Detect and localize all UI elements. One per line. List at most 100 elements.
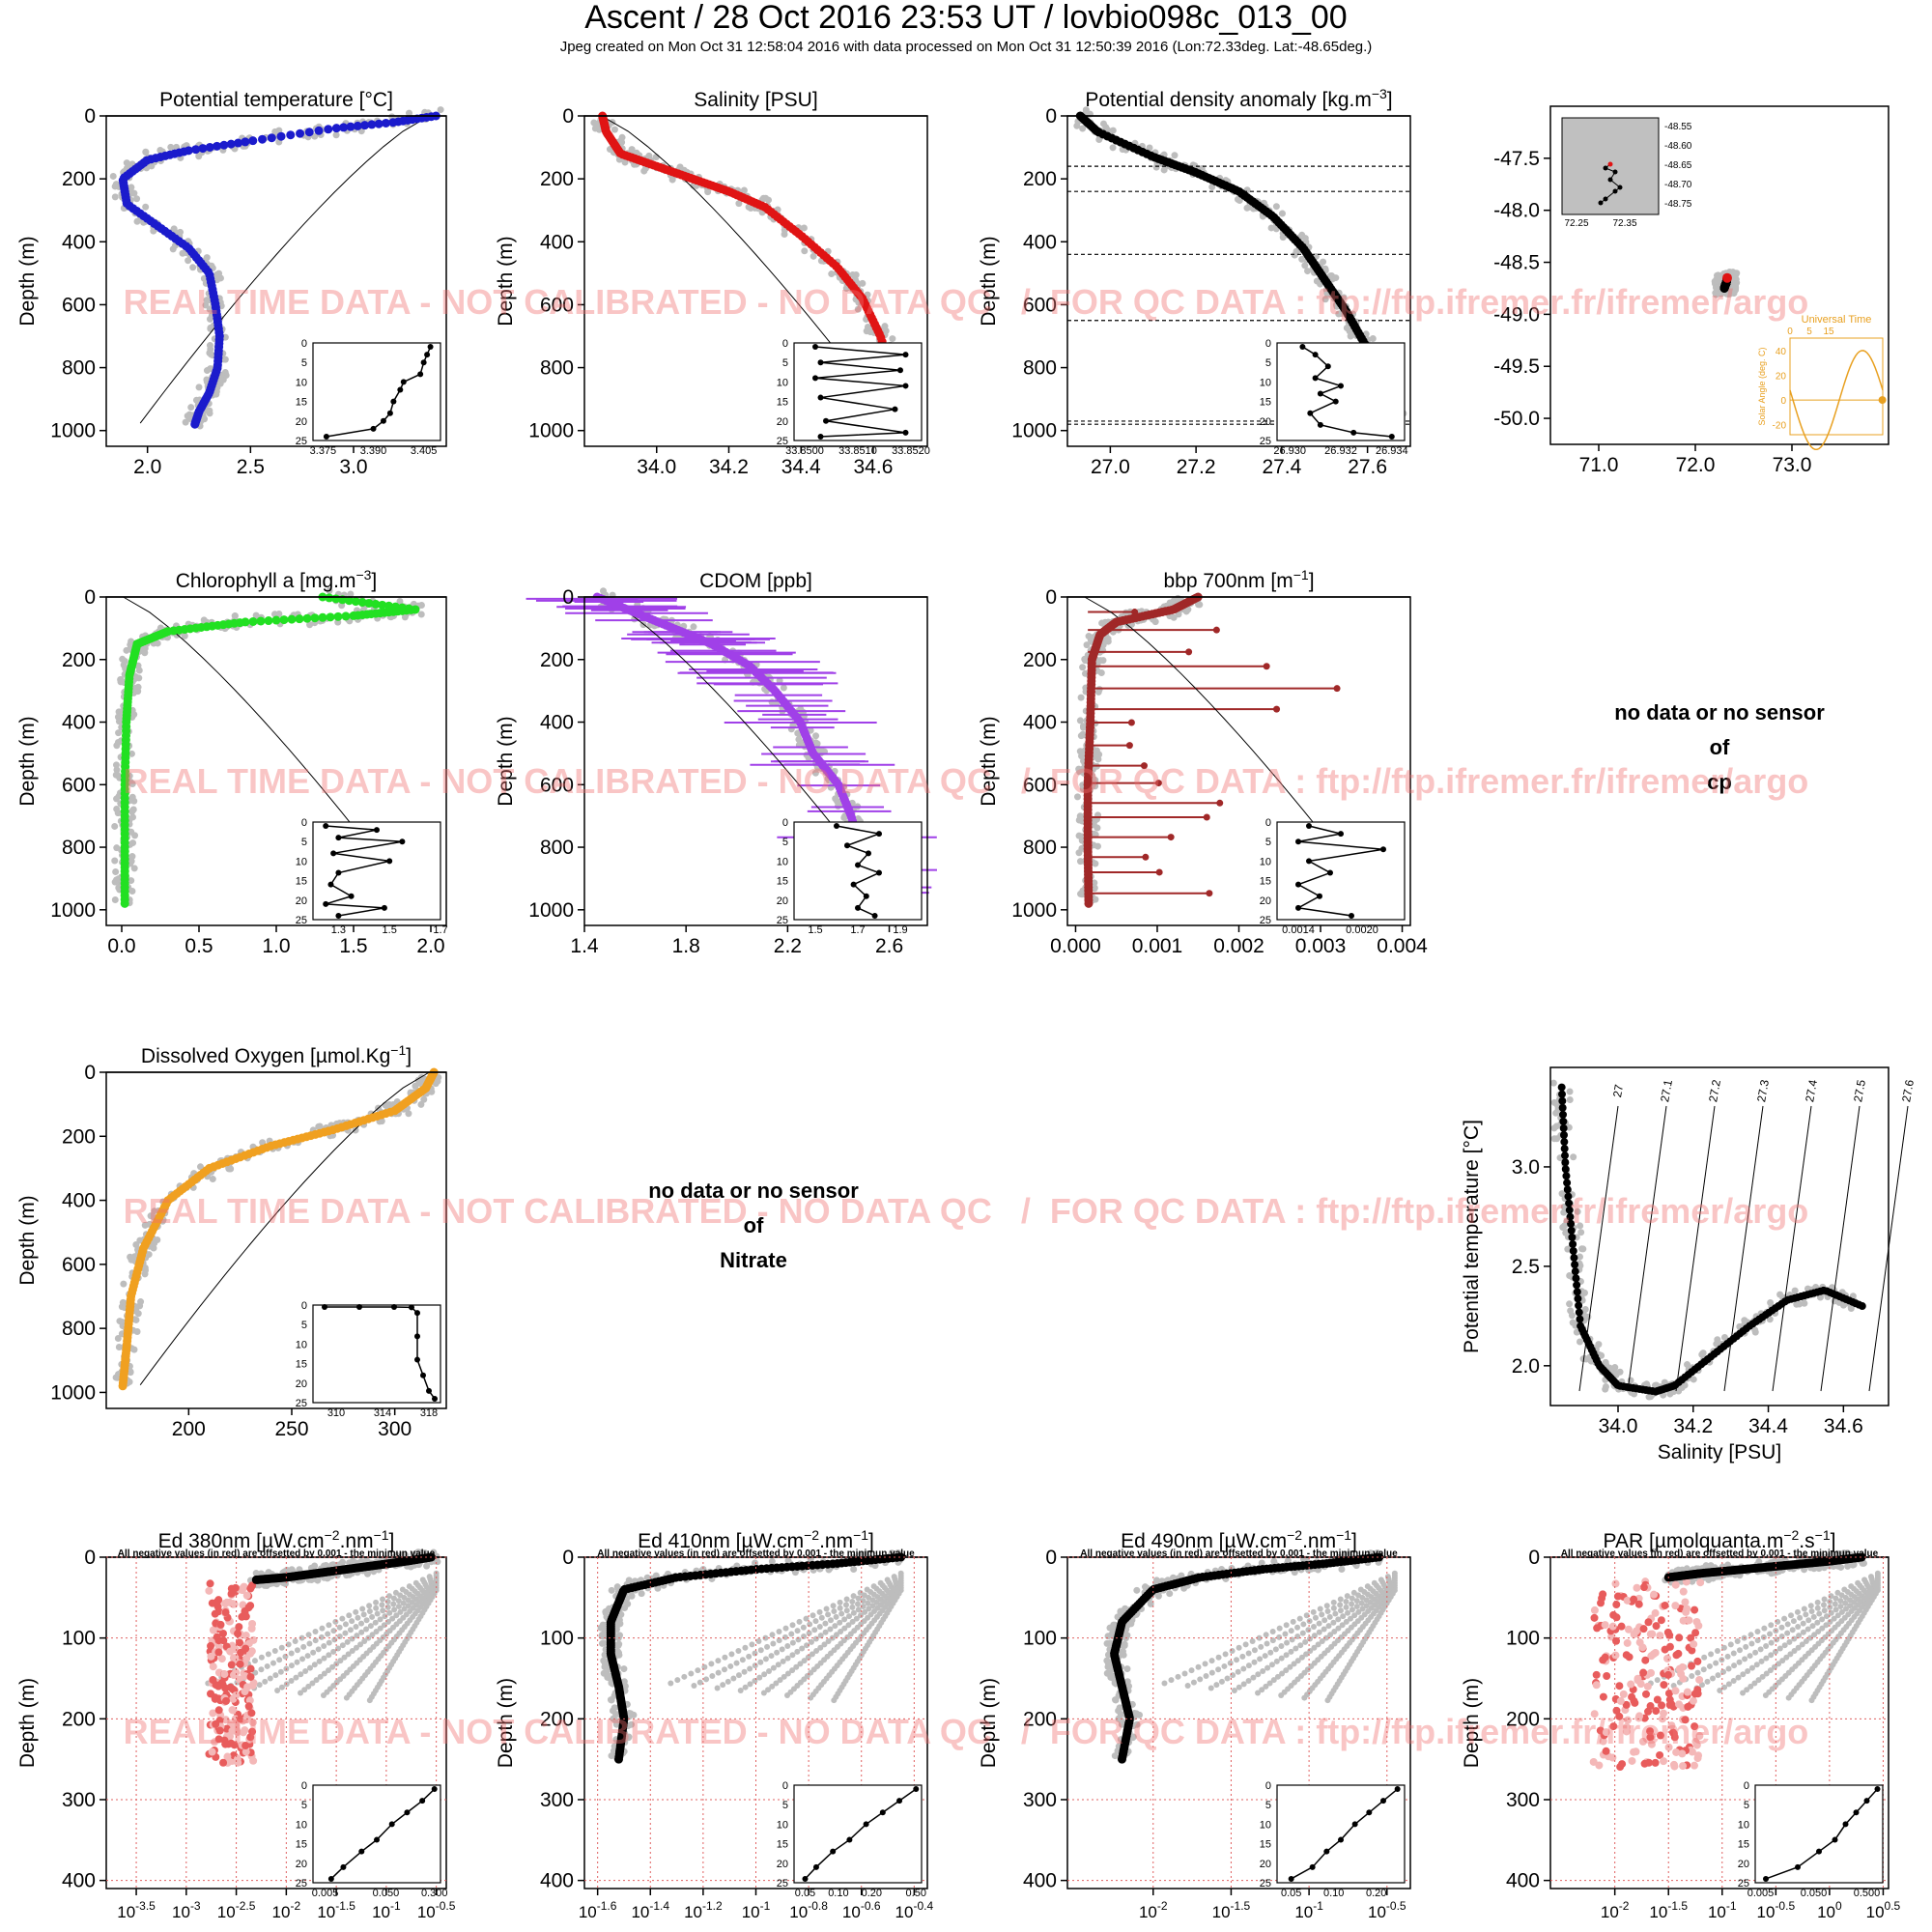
- negative-point: [242, 1644, 250, 1653]
- history-point: [311, 132, 319, 140]
- inset-point: [420, 1372, 426, 1378]
- x-tick-label: 1.5: [339, 935, 367, 957]
- history-point: [330, 1628, 337, 1634]
- history-point: [142, 148, 150, 156]
- data-point: [346, 122, 355, 131]
- history-point: [611, 126, 618, 133]
- history-point: [1091, 817, 1098, 825]
- negative-point: [249, 1756, 258, 1765]
- y-tick-label: 800: [62, 357, 96, 380]
- chart-title: CDOM [ppb]: [699, 570, 812, 592]
- negative-point: [216, 1620, 225, 1629]
- inset-y-tick-label: 5: [782, 357, 788, 369]
- isopycnal-label: 27.2: [1706, 1078, 1723, 1103]
- inset-x-tick-label: 33.8520: [892, 445, 930, 457]
- inset-sun-frame: [1789, 337, 1884, 436]
- x-axis-label: Salinity [PSU]: [1658, 1441, 1781, 1463]
- negative-point: [235, 1623, 243, 1632]
- chart-dens: 27.0 27.2 27.4 27.602004006008001000Potenti…: [978, 86, 1411, 478]
- history-point: [298, 1671, 304, 1678]
- inset-y-tick-label: 0: [301, 338, 307, 350]
- data-point: [1560, 1145, 1569, 1153]
- inset-point: [370, 425, 377, 432]
- inset-y-tick-label: 10: [777, 377, 788, 388]
- history-point: [320, 1692, 327, 1699]
- chart-ts: 27 27.1 27.2 27.3 27.4 27.5 27.634.0 34.2 34.4 34…: [1461, 1066, 1917, 1463]
- data-point: [1562, 1172, 1571, 1180]
- inset-y-tick-label: 5: [301, 837, 307, 848]
- history-point: [434, 1558, 441, 1566]
- inset-point: [1299, 344, 1306, 351]
- x-tick-label: 0.001: [1132, 935, 1183, 957]
- inset-point: [397, 386, 404, 393]
- history-point: [113, 806, 121, 813]
- history-point: [179, 249, 186, 257]
- inset-y-tick-label: 15: [777, 397, 788, 409]
- inset-map-point: [1612, 188, 1618, 194]
- bbp-point: [1206, 890, 1213, 897]
- negative-point: [207, 1652, 215, 1661]
- history-point: [1171, 152, 1179, 159]
- inset-point: [426, 1387, 432, 1394]
- inset-sun-y-label: -20: [1773, 421, 1787, 432]
- inset-point: [1380, 846, 1386, 853]
- isopycnal-line: [1772, 1105, 1812, 1392]
- inset-point: [335, 912, 342, 919]
- x-tick-label: 2.0: [416, 935, 444, 957]
- history-point: [1094, 688, 1102, 696]
- data-point: [118, 1381, 128, 1391]
- history-point: [1602, 1382, 1609, 1390]
- inset-point: [871, 912, 878, 919]
- history-point: [882, 327, 890, 334]
- history-point: [1335, 310, 1343, 318]
- y-axis-label: Depth (m): [978, 236, 1000, 326]
- negative-point: [212, 1719, 220, 1728]
- history-point: [1577, 1229, 1585, 1236]
- history-point: [203, 254, 211, 262]
- history-point: [380, 1607, 386, 1614]
- history-point: [292, 1638, 298, 1645]
- isopycnal-label: 27.3: [1754, 1078, 1772, 1103]
- x-tick-label: 27.6: [1348, 456, 1387, 478]
- inset-point: [1317, 421, 1323, 428]
- history-point: [1099, 657, 1107, 665]
- x-tick-label: 1.0: [262, 935, 290, 957]
- inset-point: [414, 1310, 420, 1317]
- history-point: [800, 224, 808, 232]
- inset-point: [381, 904, 387, 911]
- data-point: [296, 128, 305, 138]
- inset-point: [850, 881, 857, 888]
- inset-y-tick-label: 15: [296, 1359, 307, 1371]
- history-point: [1698, 1350, 1706, 1358]
- history-point: [147, 1212, 155, 1220]
- isopycnal-line: [1820, 1105, 1861, 1392]
- inset-point: [902, 383, 909, 389]
- inset-y-tick-label: 5: [1265, 837, 1271, 848]
- history-point: [216, 274, 224, 282]
- y-tick-label: 400: [1023, 712, 1057, 734]
- bbp-point: [1185, 648, 1193, 656]
- history-point: [277, 1668, 284, 1675]
- data-point: [271, 615, 281, 625]
- data-point: [1559, 1123, 1568, 1132]
- inset-point: [844, 842, 850, 849]
- inset-y-tick-label: 25: [296, 1398, 307, 1409]
- x-tick-label: 34.0: [637, 456, 676, 478]
- history-point: [372, 1619, 379, 1626]
- history-point: [256, 1682, 263, 1689]
- history-point: [366, 1603, 373, 1609]
- inset-frame: [312, 342, 441, 441]
- data-point: [1565, 1206, 1574, 1214]
- inset-point: [902, 352, 909, 358]
- y-axis-label: Potential temperature [°C]: [1461, 1120, 1483, 1353]
- history-point: [332, 131, 340, 139]
- history-point: [206, 315, 213, 323]
- x-tick-label: 34.4: [781, 456, 821, 478]
- inset-x-tick-label: 0.0014: [1282, 924, 1315, 936]
- history-point: [810, 252, 817, 260]
- history-point: [111, 896, 119, 904]
- chart-title: bbp 700nm [m−1]: [1163, 567, 1314, 592]
- inset-x-tick-label: 26.934: [1376, 445, 1408, 457]
- bbp-point: [1155, 868, 1163, 876]
